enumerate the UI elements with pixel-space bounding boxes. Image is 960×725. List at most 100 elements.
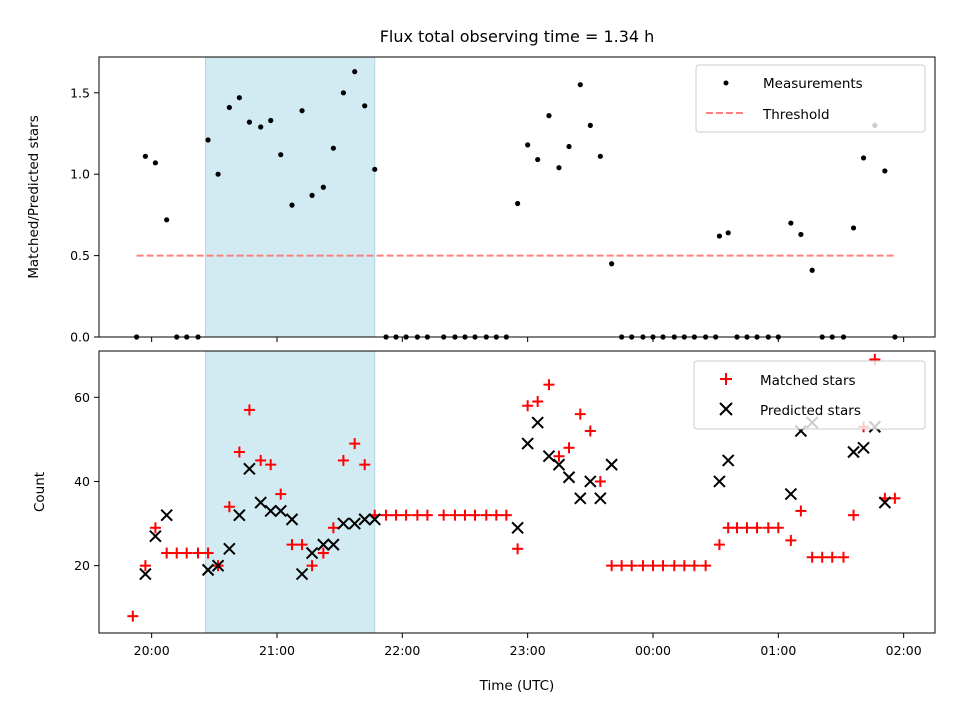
measurement-point: [882, 168, 888, 174]
measurement-point: [587, 122, 593, 128]
predicted-star-point: [285, 513, 299, 526]
matched-star-point: [223, 501, 235, 513]
count-x-tick-label: 22:00: [384, 643, 420, 658]
measurement-point: [515, 200, 521, 207]
matched-star-point: [421, 509, 433, 521]
count-y-tick-label: 60: [74, 390, 90, 405]
measurement-point: [289, 202, 295, 208]
matched-star-point: [700, 560, 712, 572]
matched-star-point: [594, 475, 606, 487]
count-y-ticks: 20 40 60: [74, 390, 99, 573]
matched-star-point: [480, 509, 492, 521]
matched-star-point: [171, 547, 183, 559]
measurement-point: [340, 90, 347, 96]
matched-star-point: [826, 551, 838, 563]
matched-star-point: [139, 560, 151, 572]
predicted-star-point: [274, 504, 287, 518]
matched-star-point: [380, 509, 392, 521]
highlight-span-layer: [205, 350, 376, 634]
measurement-point: [246, 119, 253, 125]
predicted-star-point: [521, 437, 534, 450]
count-x-tick-label: 21:00: [259, 643, 295, 658]
matched-star-point: [626, 560, 638, 572]
predicted-star-point: [552, 458, 566, 471]
matched-star-point: [243, 404, 255, 416]
matched-star-point: [296, 539, 308, 551]
predicted-star-point: [511, 521, 524, 534]
predicted-star-point: [594, 492, 607, 505]
measurement-legend-label: Measurements: [763, 76, 863, 92]
observing-window-span: [205, 56, 376, 338]
measurement-legend-marker: [723, 80, 729, 86]
count-legend: Matched stars Predicted stars: [693, 360, 926, 430]
count-x-ticks: 20:00 21:00 22:00 23:00 00:00 01:00 02:00: [134, 633, 922, 658]
matched-star-point: [637, 560, 649, 572]
measurement-point: [258, 124, 264, 130]
matched-star-point: [848, 509, 860, 521]
ratio-y-tick-label: 1.5: [70, 85, 90, 100]
measurement-point: [236, 95, 242, 101]
matched-star-point: [838, 551, 850, 563]
matched-star-point: [543, 379, 555, 391]
matched-star-point: [762, 522, 774, 534]
matched-star-point: [806, 551, 818, 563]
measurement-point: [152, 160, 159, 166]
matched-star-point: [772, 522, 784, 534]
predicted-star-point: [337, 517, 350, 530]
predicted-star-point: [562, 471, 576, 484]
measurement-point: [164, 217, 170, 223]
predicted-star-point: [878, 496, 892, 509]
predicted-star-point: [243, 462, 256, 476]
measurement-point: [546, 113, 552, 119]
measurement-point: [215, 171, 221, 177]
matched-star-point: [795, 505, 807, 517]
matched-star-point: [563, 442, 575, 454]
predicted-star-point: [160, 508, 173, 522]
ratio-panel: 0.0 0.5 1.0 1.5 Matched/Predicted stars Mea…: [26, 56, 936, 345]
count-legend-frame: [693, 360, 926, 430]
predicted-star-point: [368, 513, 381, 526]
predicted-star-point: [574, 492, 587, 505]
predicted-star-point: [584, 475, 597, 488]
measurement-point: [142, 153, 148, 159]
ratio-y-tick-label: 1.0: [70, 167, 90, 182]
count-x-axis-label: Time (UTC): [479, 678, 555, 694]
predicted-star-point: [713, 475, 726, 488]
predicted-legend-marker: [719, 402, 733, 416]
count-panel-frame: [98, 350, 936, 634]
matched-star-point: [192, 547, 204, 559]
measurement-point: [205, 137, 211, 143]
predicted-star-point: [201, 563, 215, 577]
matched-star-point: [459, 509, 471, 521]
measurement-point: [850, 225, 857, 231]
matched-star-point: [411, 509, 423, 521]
measurement-point: [535, 156, 541, 163]
measurement-point: [556, 165, 562, 171]
matched-star-point: [317, 547, 329, 559]
measurement-point: [609, 261, 615, 267]
ratio-x-ticks: [151, 337, 905, 342]
matched-star-point: [286, 539, 298, 551]
matched-star-point: [713, 539, 725, 551]
predicted-star-point: [254, 496, 267, 509]
measurement-point: [362, 103, 368, 109]
ratio-y-ticks: 0.0 0.5 1.0 1.5: [70, 85, 99, 345]
predicted-star-point: [317, 538, 330, 551]
measurement-points-layer: [134, 69, 898, 340]
predicted-star-point: [542, 450, 556, 463]
matched-star-point: [512, 543, 524, 555]
matched-star-point: [668, 560, 680, 572]
measurement-point: [809, 267, 815, 273]
predicted-star-point: [358, 513, 371, 526]
matched-star-point: [816, 551, 828, 563]
matched-star-point: [574, 408, 586, 420]
matched-star-point: [889, 492, 901, 504]
chart-title: Flux total observing time = 1.34 h: [380, 27, 655, 46]
ratio-panel-frame: [98, 56, 936, 338]
predicted-star-point: [233, 508, 246, 522]
matched-star-point: [390, 509, 402, 521]
predicted-star-point: [348, 517, 361, 530]
matched-star-point: [647, 560, 659, 572]
predicted-star-point: [223, 542, 236, 556]
predicted-legend-label: Predicted stars: [760, 403, 861, 419]
